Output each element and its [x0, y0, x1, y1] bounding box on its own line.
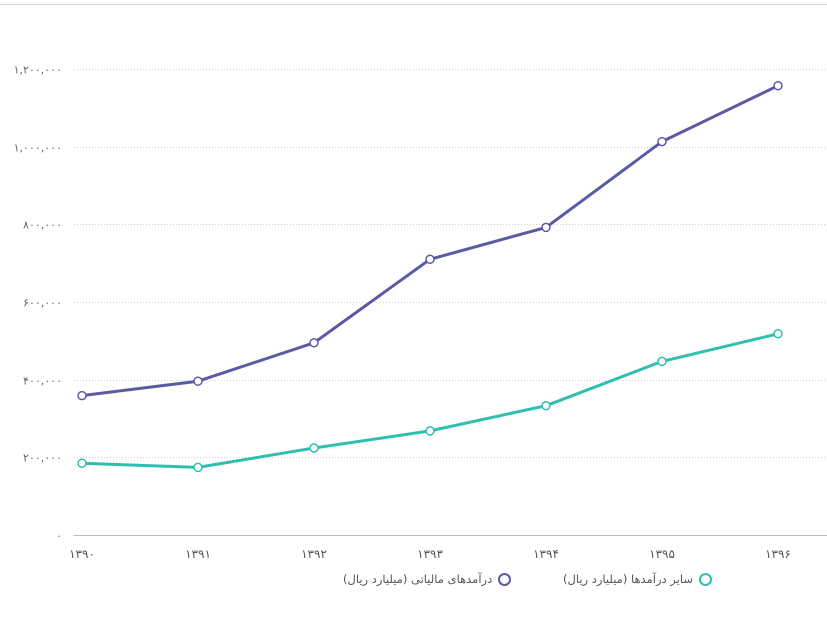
y-tick-label: ۴۰۰,۰۰۰	[23, 375, 62, 388]
data-point[interactable]	[77, 390, 87, 401]
y-tick-label: ۲۰۰,۰۰۰	[23, 452, 62, 465]
x-tick-label: ۱۳۹۰	[69, 547, 95, 561]
legend-marker-circle-icon	[698, 572, 712, 586]
y-tick-label: ۱,۲۰۰,۰۰۰	[14, 64, 62, 77]
data-point[interactable]	[77, 458, 87, 468]
data-point[interactable]	[193, 376, 203, 386]
x-tick-label: ۱۳۹۳	[417, 547, 443, 561]
y-tick-label: ۸۰۰,۰۰۰	[23, 219, 62, 232]
y-axis: ۰ ۲۰۰,۰۰۰ ۴۰۰,۰۰۰ ۶۰۰,۰۰۰ ۸۰۰,۰۰۰ ۱,۰۰۰,۰۰۰ ۱,…	[14, 64, 62, 543]
x-tick-label: ۱۳۹۱	[185, 547, 211, 561]
x-tick-label: ۱۳۹۲	[301, 547, 327, 561]
y-tick-label: ۰	[56, 530, 62, 543]
data-point[interactable]	[425, 426, 435, 436]
series-line-0	[80, 84, 780, 398]
y-tick-label: ۶۰۰,۰۰۰	[23, 297, 62, 310]
series-line-1	[80, 332, 780, 469]
legend-marker-circle-icon	[498, 572, 512, 586]
data-point[interactable]	[773, 80, 783, 91]
legend-label: درآمدهای مالیاتی (میلیارد ریال)	[343, 572, 493, 586]
data-point[interactable]	[309, 443, 319, 453]
x-tick-label: ۱۳۹۵	[649, 547, 675, 561]
data-point[interactable]	[193, 462, 203, 473]
legend: درآمدهای مالیاتی (میلیارد ریال) سایر درآ…	[0, 572, 827, 598]
data-point[interactable]	[773, 329, 783, 339]
x-tick-label: ۱۳۹۴	[533, 547, 559, 561]
x-axis: ۱۳۹۰ ۱۳۹۱ ۱۳۹۲ ۱۳۹۳ ۱۳۹۴ ۱۳۹۵ ۱۳۹۶	[69, 547, 791, 561]
x-tick-label: ۱۳۹۶	[765, 547, 791, 561]
data-point[interactable]	[425, 254, 435, 265]
legend-item-other-revenue[interactable]: سایر درآمدها (میلیارد ریال)	[563, 572, 712, 586]
series-points	[77, 80, 783, 473]
data-point[interactable]	[541, 400, 551, 411]
data-point[interactable]	[541, 222, 551, 233]
legend-label: سایر درآمدها (میلیارد ریال)	[563, 572, 693, 586]
legend-item-tax-revenue[interactable]: درآمدهای مالیاتی (میلیارد ریال)	[343, 572, 512, 586]
data-point[interactable]	[309, 338, 319, 348]
data-point[interactable]	[657, 356, 667, 367]
y-tick-label: ۱,۰۰۰,۰۰۰	[14, 142, 62, 155]
data-point[interactable]	[657, 136, 667, 147]
gridlines	[74, 69, 827, 536]
series-lines	[80, 84, 780, 469]
